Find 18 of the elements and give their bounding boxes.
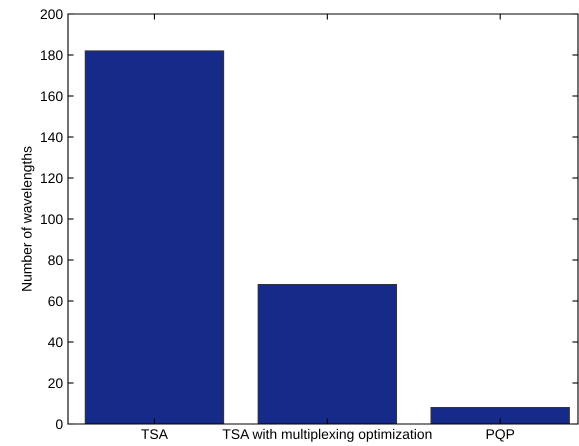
x-tick-label: TSA bbox=[141, 429, 168, 440]
bar bbox=[258, 284, 398, 424]
y-tick-label: 180 bbox=[41, 50, 63, 60]
y-tick-label: 20 bbox=[48, 378, 63, 388]
y-tick-label: 0 bbox=[56, 419, 63, 430]
y-tick-label: 200 bbox=[40, 9, 63, 20]
x-tick-label: TSA with multiplexing optimization bbox=[222, 428, 432, 442]
y-tick-label: 40 bbox=[48, 337, 63, 348]
x-tick-label: PQP bbox=[486, 429, 514, 442]
bar bbox=[84, 50, 224, 424]
y-tick-label: 60 bbox=[48, 296, 63, 306]
y-tick-label: 160 bbox=[41, 91, 63, 102]
y-tick-label: 120 bbox=[41, 173, 63, 184]
bar bbox=[430, 407, 570, 424]
y-tick-label: 100 bbox=[41, 214, 63, 224]
y-tick-label: 140 bbox=[41, 132, 63, 142]
y-axis-title: Number of wavelengths bbox=[21, 146, 34, 291]
y-tick-label: 80 bbox=[48, 255, 63, 266]
